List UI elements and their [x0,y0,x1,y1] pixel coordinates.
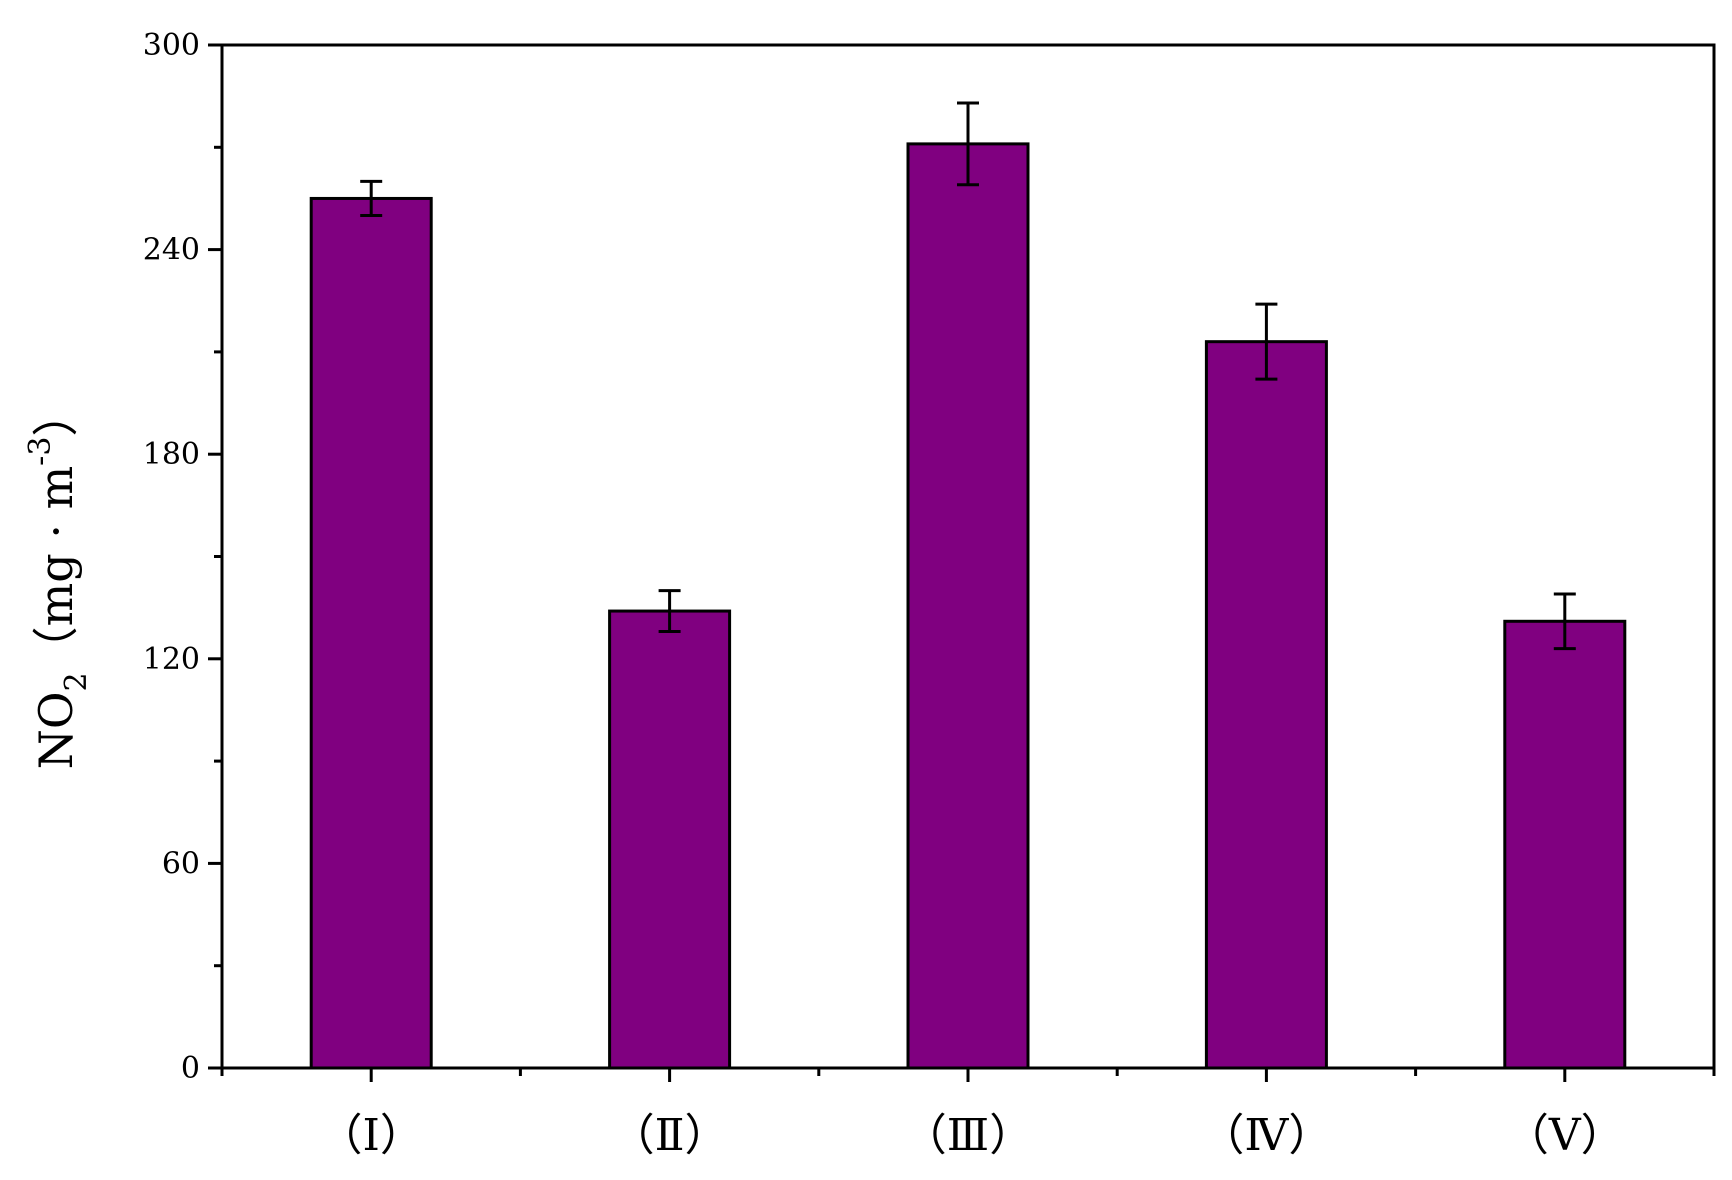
y-axis-title-close: ） [29,391,83,437]
y-axis-title-unit: （mg · m [29,466,83,673]
axes-layer [208,43,1716,1082]
bar-2 [608,609,732,1070]
y-tick-label: 300 [143,28,200,63]
y-axis-title: NO2（mg · m-3） [23,391,94,770]
y-axis-title-exponent: -3 [23,437,58,466]
x-tick-label-2: （Ⅱ） [611,1110,729,1161]
x-tick-label-5: （Ⅴ） [1505,1110,1625,1161]
bar-3 [906,142,1030,1070]
bars-layer [309,142,1627,1070]
error-bars-layer [360,101,1576,651]
y-axis-title-species: NO [29,691,83,769]
y-tick-label: 240 [143,233,200,268]
tick-labels-layer: 0 60 120 180 240 300 （Ⅰ） （Ⅱ） （Ⅲ） （Ⅳ） （Ⅴ） [143,28,1625,1161]
bar-5 [1503,619,1627,1070]
error-bar-3 [957,101,979,187]
bar-1 [309,196,433,1070]
y-tick-label: 180 [143,437,200,472]
x-tick-label-3: （Ⅲ） [903,1110,1033,1161]
y-tick-label: 0 [181,1051,200,1086]
error-bar-2 [658,589,681,634]
x-tick-label-1: （Ⅰ） [319,1110,424,1161]
error-bar-4 [1255,302,1278,381]
bar-4 [1204,340,1328,1070]
y-tick-label: 120 [143,642,200,677]
error-bar-1 [360,179,383,217]
y-axis-title-subscript: 2 [59,672,94,691]
svg-text:NO2（mg · m-3）: NO2（mg · m-3） [23,391,94,770]
x-tick-label-4: （Ⅳ） [1200,1110,1332,1161]
y-tick-label: 60 [162,846,200,881]
error-bar-5 [1553,592,1576,651]
